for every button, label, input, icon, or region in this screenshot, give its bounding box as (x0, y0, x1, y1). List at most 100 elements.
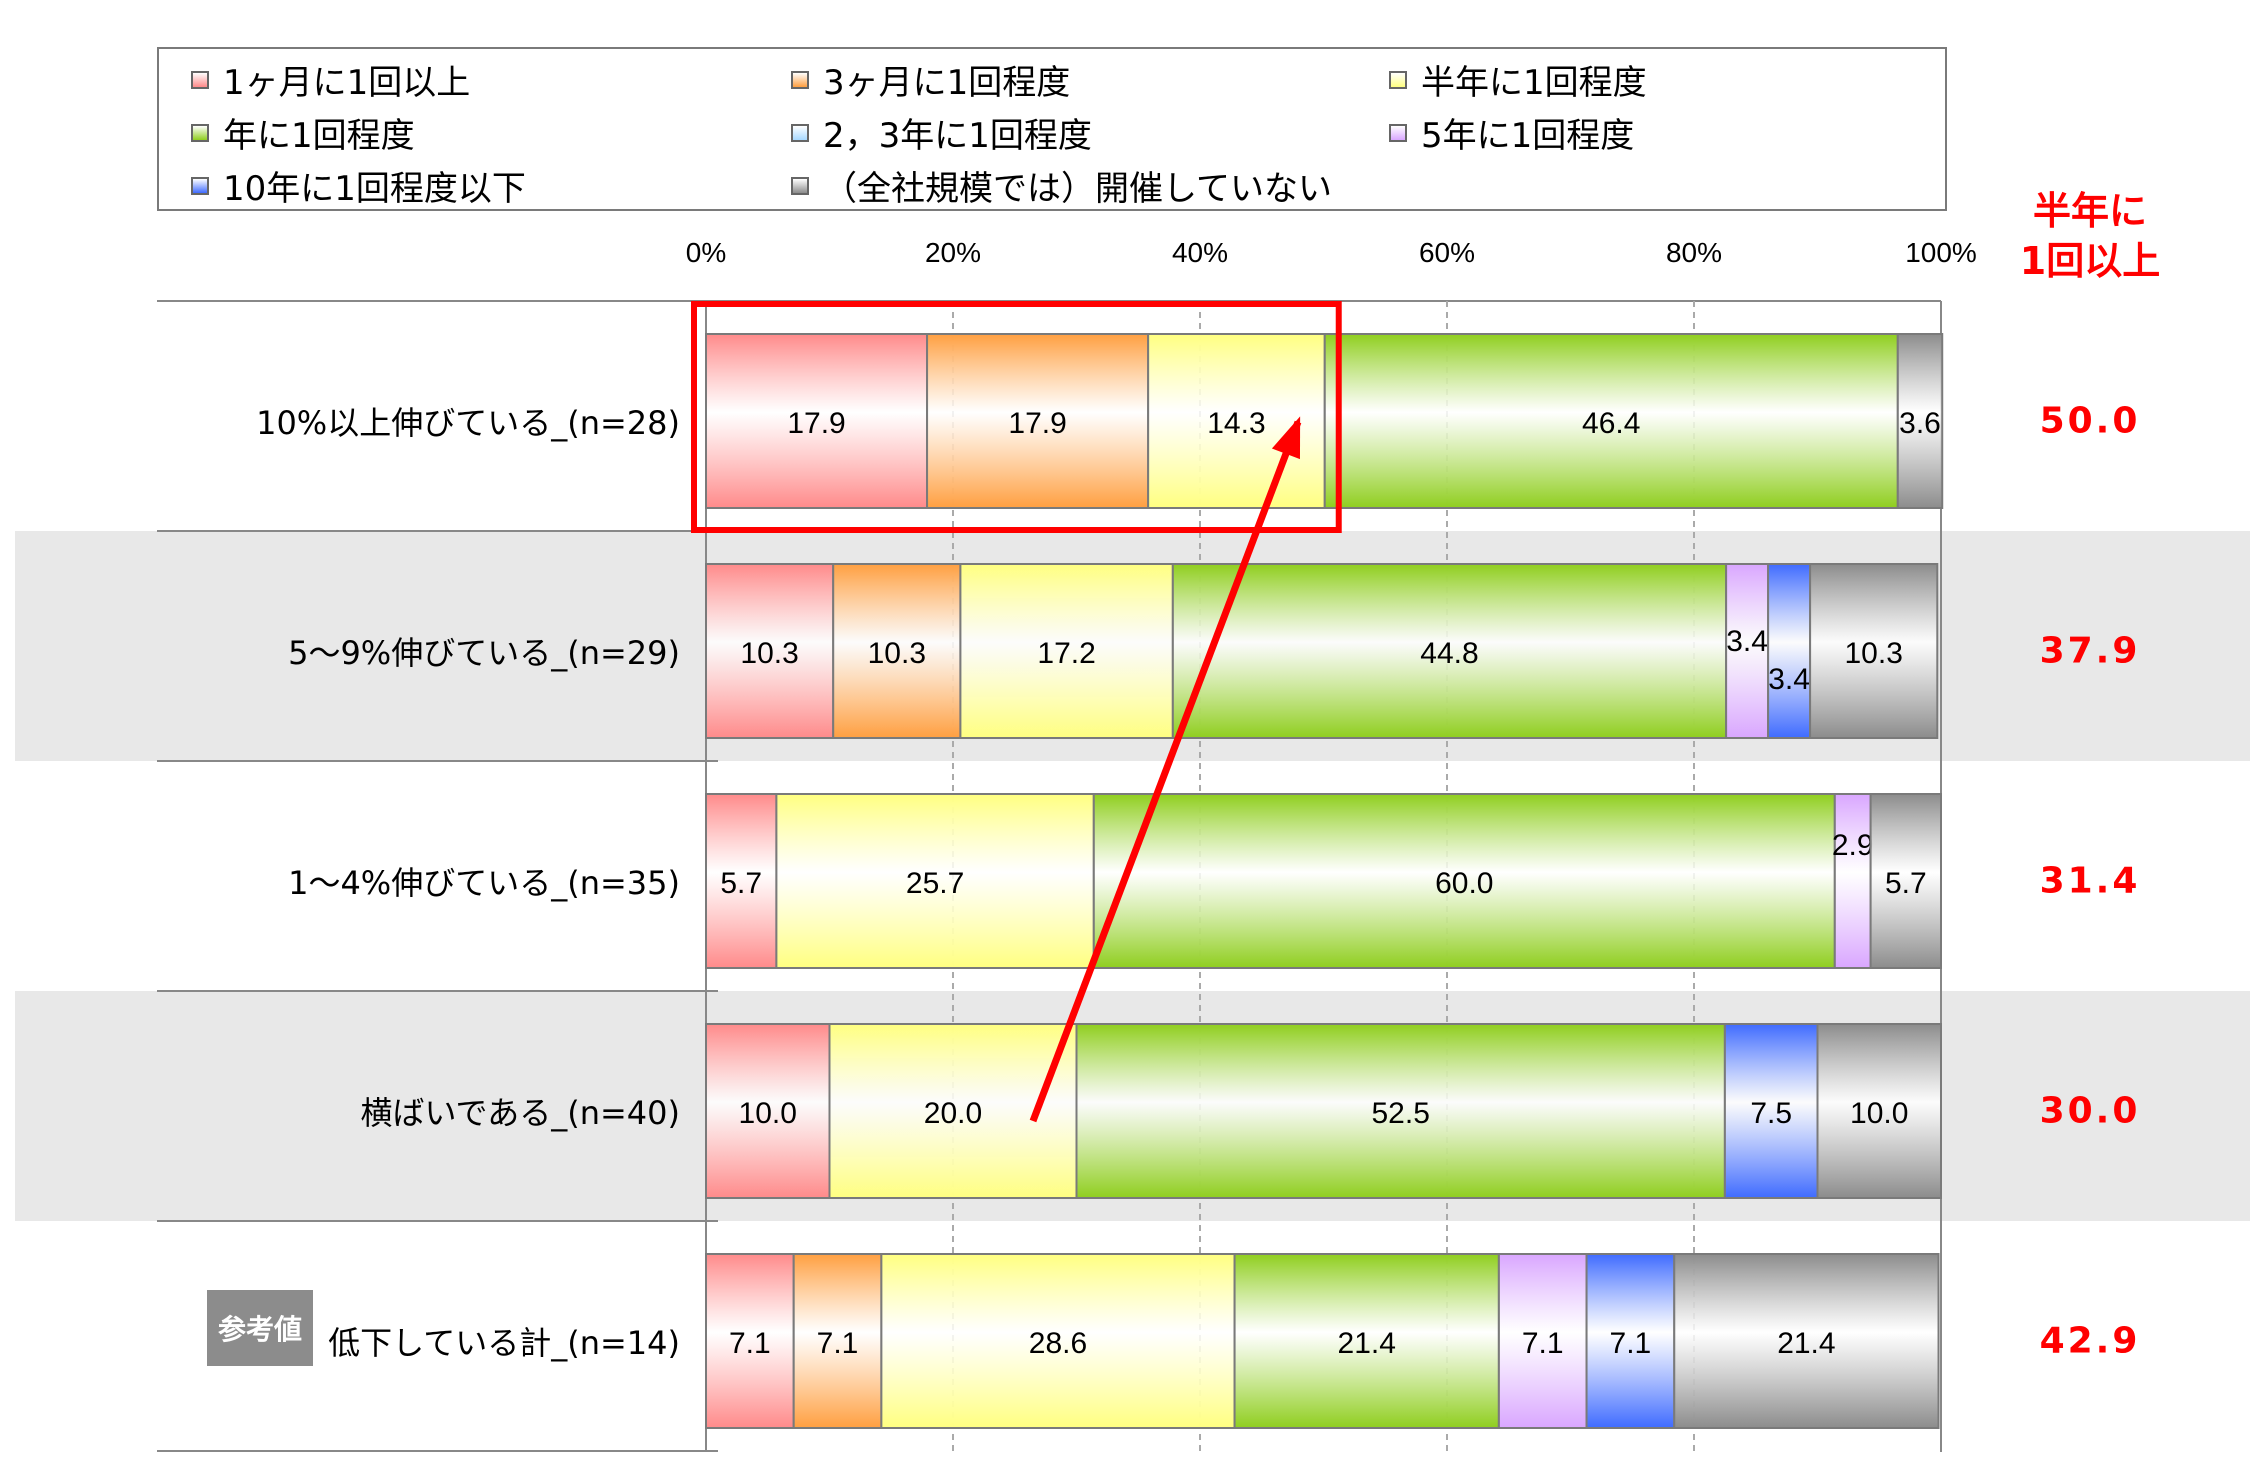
data-label: 7.1 (1522, 1327, 1564, 1360)
data-label: 14.3 (1207, 407, 1265, 440)
data-label: 10.3 (1844, 637, 1902, 670)
data-label: 3.4 (1726, 625, 1768, 658)
data-label: 21.4 (1338, 1327, 1396, 1360)
legend-item: 半年に1回程度 (1389, 55, 1647, 104)
data-label: 5.7 (1885, 867, 1927, 900)
bar-segment (705, 333, 929, 509)
bar-segment (1092, 793, 1836, 969)
bar-segment (1171, 563, 1728, 739)
legend-item: 5年に1回程度 (1389, 108, 1634, 157)
data-label: 60.0 (1435, 867, 1493, 900)
bar-segment (1896, 333, 1944, 509)
side-header-line1: 半年に (2032, 189, 2147, 233)
category-label: 10%以上伸びている_(n=28) (256, 404, 680, 442)
legend-swatch (791, 176, 809, 195)
legend-swatch (1389, 70, 1407, 89)
bar-segment (1869, 793, 1942, 969)
bar-segment (705, 793, 778, 969)
data-label: 10.0 (739, 1097, 797, 1130)
data-label: 28.6 (1029, 1327, 1087, 1360)
category-label: 低下している計_(n=14) (328, 1324, 680, 1362)
bar-segment (832, 563, 962, 739)
data-label: 10.3 (740, 637, 798, 670)
data-label: 7.1 (817, 1327, 859, 1360)
data-label: 20.0 (924, 1097, 982, 1130)
bar-segment (959, 563, 1174, 739)
legend-item: 2，3年に1回程度 (791, 108, 1092, 157)
legend: 1ヶ月に1回以上 3ヶ月に1回程度 半年に1回程度年に1回程度 2，3年に1回程度 5年… (157, 47, 1947, 211)
data-label: 7.1 (1610, 1327, 1652, 1360)
x-tick-label: 60% (1419, 237, 1475, 268)
legend-item: 1ヶ月に1回以上 (191, 55, 470, 104)
data-label: 10.0 (1850, 1097, 1908, 1130)
bar-segment (1323, 333, 1899, 509)
side-value: 31.4 (2039, 860, 2141, 902)
data-label: 10.3 (868, 637, 926, 670)
legend-swatch (791, 70, 809, 89)
legend-label: 半年に1回程度 (1421, 63, 1647, 103)
data-label: 7.1 (729, 1327, 771, 1360)
x-tick-label: 0% (686, 237, 726, 268)
bar-segment (1767, 563, 1812, 739)
data-label: 21.4 (1777, 1327, 1835, 1360)
bar-segment (705, 1253, 795, 1429)
data-label: 44.8 (1420, 637, 1478, 670)
legend-swatch (791, 123, 809, 142)
legend-label: 1ヶ月に1回以上 (223, 63, 471, 103)
legend-item: 10年に1回程度以下 (191, 161, 526, 210)
side-value: 30.0 (2039, 1090, 2141, 1132)
bar-segment (1725, 563, 1770, 739)
x-tick-label: 40% (1172, 237, 1228, 268)
side-value: 37.9 (2039, 630, 2141, 672)
trend-arrow-head (1271, 416, 1301, 460)
bar-segment (926, 333, 1150, 509)
x-tick-label: 20% (925, 237, 981, 268)
side-header: 半年に 1回以上 (1990, 186, 2190, 286)
legend-item: 年に1回程度 (191, 108, 415, 157)
x-tick-label: 100% (1905, 237, 1977, 268)
legend-item: （全社規模では）開催していない (791, 161, 1332, 210)
legend-label: 10年に1回程度以下 (223, 169, 526, 209)
data-label: 17.2 (1037, 637, 1095, 670)
category-label: 横ばいである_(n=40) (360, 1094, 680, 1132)
bar-segment (1809, 563, 1939, 739)
data-label: 3.6 (1899, 407, 1941, 440)
data-label: 3.4 (1768, 663, 1810, 696)
data-label: 2.9 (1832, 829, 1874, 862)
data-label: 17.9 (787, 407, 845, 440)
bar-segment (705, 563, 835, 739)
category-label: 5～9%伸びている_(n=29) (288, 634, 680, 672)
legend-swatch (191, 176, 209, 195)
side-header-line2: 1回以上 (2019, 239, 2161, 283)
trend-arrow-line (1029, 420, 1302, 1123)
data-label: 25.7 (906, 867, 964, 900)
legend-swatch (1389, 123, 1407, 142)
legend-label: 年に1回程度 (223, 116, 415, 156)
data-label: 46.4 (1582, 407, 1640, 440)
data-label: 7.5 (1750, 1097, 1792, 1130)
bar-segment (1075, 1023, 1726, 1199)
legend-label: （全社規模では）開催していない (823, 169, 1332, 209)
data-label: 17.9 (1008, 407, 1066, 440)
bar-segment (705, 1023, 831, 1199)
legend-swatch (191, 123, 209, 142)
bar-segment (1833, 793, 1872, 969)
x-tick-label: 80% (1666, 237, 1722, 268)
legend-item: 3ヶ月に1回程度 (791, 55, 1070, 104)
bar-segment (775, 793, 1095, 969)
bar-segment (1816, 1023, 1942, 1199)
data-label: 52.5 (1371, 1097, 1429, 1130)
legend-label: 3ヶ月に1回程度 (823, 63, 1071, 103)
side-value: 42.9 (2039, 1320, 2141, 1362)
bar-segment (1673, 1253, 1940, 1429)
data-label: 5.7 (720, 867, 762, 900)
bar-segment (1723, 1023, 1819, 1199)
highlight-box (691, 301, 1342, 533)
legend-label: 5年に1回程度 (1421, 116, 1635, 156)
legend-label: 2，3年に1回程度 (823, 116, 1092, 156)
legend-swatch (191, 70, 209, 89)
category-label: 1～4%伸びている_(n=35) (288, 864, 680, 902)
side-value: 50.0 (2039, 400, 2141, 442)
reference-badge: 参考値 (207, 1290, 313, 1366)
